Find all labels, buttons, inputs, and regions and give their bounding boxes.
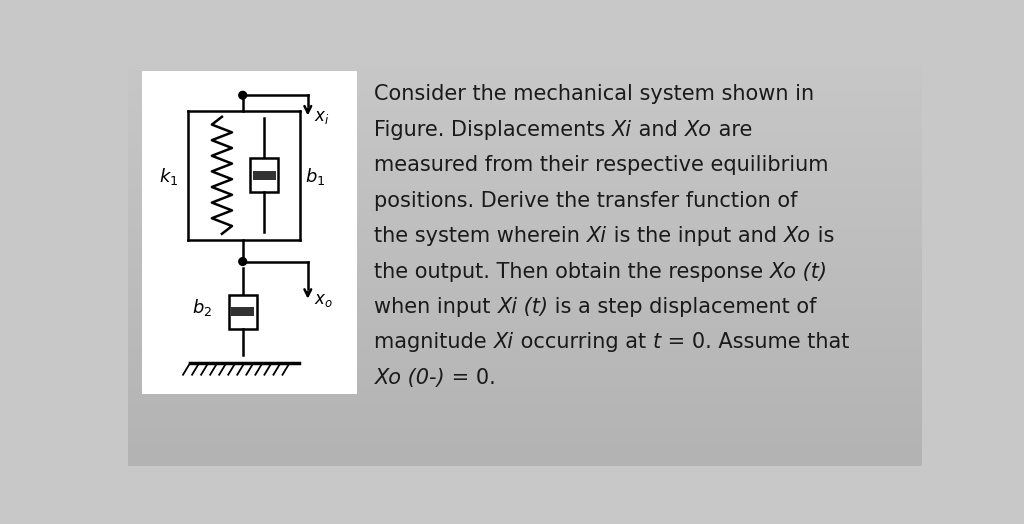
Text: are: are bbox=[712, 120, 752, 140]
Text: Xo (0-): Xo (0-) bbox=[375, 368, 445, 388]
Text: measured from their respective equilibrium: measured from their respective equilibri… bbox=[375, 155, 829, 176]
Text: $b_1$: $b_1$ bbox=[305, 166, 325, 188]
Circle shape bbox=[239, 258, 247, 265]
Text: is the input and: is the input and bbox=[607, 226, 783, 246]
Text: is a step displacement of: is a step displacement of bbox=[549, 297, 817, 317]
Bar bbox=[228, 294, 257, 329]
Text: Xi (t): Xi (t) bbox=[498, 297, 549, 317]
Text: magnitude: magnitude bbox=[375, 332, 494, 352]
Text: the system wherein: the system wherein bbox=[375, 226, 587, 246]
Text: when input: when input bbox=[375, 297, 498, 317]
Bar bbox=[253, 171, 275, 180]
Bar bbox=[251, 158, 279, 192]
Text: Xi: Xi bbox=[612, 120, 633, 140]
Text: positions. Derive the transfer function of: positions. Derive the transfer function … bbox=[375, 191, 798, 211]
Text: t: t bbox=[652, 332, 660, 352]
Text: occurring at: occurring at bbox=[514, 332, 652, 352]
Text: is: is bbox=[811, 226, 834, 246]
Text: the output. Then obtain the response: the output. Then obtain the response bbox=[375, 261, 770, 281]
Text: and: and bbox=[633, 120, 685, 140]
Text: $x_i$: $x_i$ bbox=[314, 109, 330, 126]
Bar bbox=[231, 307, 254, 316]
Text: Xi: Xi bbox=[587, 226, 607, 246]
Text: = 0. Assume that: = 0. Assume that bbox=[660, 332, 849, 352]
Bar bbox=[142, 71, 357, 394]
Text: Figure. Displacements: Figure. Displacements bbox=[375, 120, 612, 140]
Text: = 0.: = 0. bbox=[445, 368, 496, 388]
Circle shape bbox=[239, 91, 247, 99]
Text: Xo (t): Xo (t) bbox=[770, 261, 828, 281]
Text: $k_1$: $k_1$ bbox=[159, 166, 178, 188]
Text: $b_2$: $b_2$ bbox=[191, 297, 212, 318]
Text: Xo: Xo bbox=[783, 226, 811, 246]
Text: Xo: Xo bbox=[685, 120, 712, 140]
Text: $x_o$: $x_o$ bbox=[314, 292, 333, 309]
Text: Consider the mechanical system shown in: Consider the mechanical system shown in bbox=[375, 84, 814, 104]
Text: Xi: Xi bbox=[494, 332, 514, 352]
